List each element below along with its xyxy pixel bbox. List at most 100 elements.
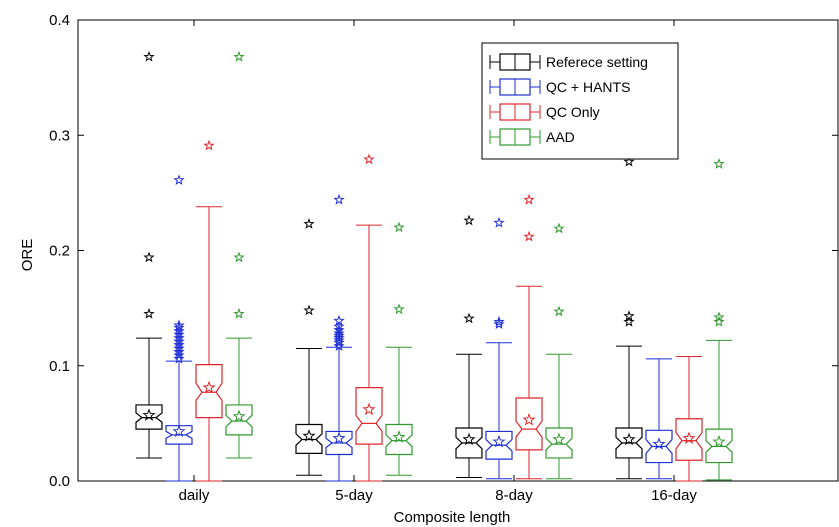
mean-marker <box>142 408 156 421</box>
box-body <box>615 427 643 459</box>
box-body <box>515 397 543 451</box>
plot-frame <box>77 19 839 482</box>
outlier-marker <box>173 174 185 185</box>
outlier-marker <box>623 310 635 321</box>
legend-label: AAD <box>546 129 575 145</box>
legend: Referece setting QC + HANTS QC Only AAD <box>481 42 679 160</box>
outlier-marker <box>393 303 405 315</box>
outlier-marker <box>363 153 375 165</box>
outlier-marker <box>553 222 565 234</box>
box-body <box>485 430 513 460</box>
box-body <box>545 427 573 459</box>
legend-item-0: Referece setting <box>489 53 648 71</box>
box-0-0 <box>135 50 163 459</box>
box-0-3 <box>615 155 643 480</box>
legend-item-1: QC + HANTS <box>489 78 630 96</box>
mean-marker <box>332 431 346 444</box>
box-2-0 <box>195 139 223 482</box>
box-body <box>295 423 323 454</box>
outlier-marker <box>233 50 245 62</box>
box-body <box>675 418 703 461</box>
legend-item-3: AAD <box>489 128 575 146</box>
box-body <box>385 423 413 456</box>
mean-marker <box>392 430 406 443</box>
outlier-marker <box>233 251 245 263</box>
outlier-marker <box>173 345 185 357</box>
outlier-marker <box>713 158 725 169</box>
y-axis-title: ORE <box>19 239 36 272</box>
outlier-marker <box>203 139 215 151</box>
legend-label: Referece setting <box>546 54 648 70</box>
mean-marker <box>462 432 476 446</box>
outlier-marker <box>303 218 315 229</box>
y-tick-label: 0.3 <box>49 127 70 144</box>
mean-marker <box>712 434 726 448</box>
outlier-marker <box>143 307 155 319</box>
mean-marker <box>682 431 696 444</box>
box-1-0 <box>165 174 193 482</box>
x-axis-title: Composite length <box>394 509 511 526</box>
box-body <box>195 363 223 419</box>
outlier-marker <box>333 334 345 346</box>
outlier-marker <box>143 50 155 62</box>
outlier-marker <box>493 316 505 327</box>
outlier-marker <box>523 230 535 242</box>
box-body <box>165 425 193 445</box>
outlier-marker <box>173 328 185 340</box>
box-body <box>325 430 353 456</box>
y-tick-label: 0.2 <box>49 243 70 260</box>
outlier-marker <box>713 316 725 327</box>
outlier-marker <box>493 318 505 330</box>
box-3-2 <box>545 222 573 480</box>
outlier-marker <box>493 216 505 228</box>
x-tick-label: 5-day <box>335 487 373 504</box>
box-2-2 <box>515 193 543 480</box>
box-0-1 <box>295 218 323 476</box>
mean-marker <box>522 412 536 426</box>
box-3-0 <box>225 50 253 459</box>
outlier-marker <box>333 336 345 348</box>
box-body <box>225 404 253 436</box>
mean-marker <box>492 434 506 448</box>
plot-area <box>77 19 839 482</box>
mean-marker <box>232 409 246 423</box>
x-tick-label: daily <box>179 487 210 504</box>
outlier-marker <box>233 307 245 319</box>
y-tick-label: 0.1 <box>49 358 70 375</box>
mean-marker <box>302 429 316 442</box>
outlier-marker <box>623 155 635 167</box>
outlier-marker <box>393 221 405 233</box>
mean-marker <box>622 432 636 446</box>
outlier-marker <box>173 339 185 350</box>
outlier-marker <box>333 314 345 326</box>
outlier-marker <box>173 332 185 343</box>
box-1-1 <box>325 193 353 482</box>
box-2-1 <box>355 153 383 482</box>
outlier-marker <box>713 311 725 323</box>
outlier-marker <box>173 321 185 333</box>
legend-item-2: QC Only <box>489 103 600 121</box>
box-2-3 <box>675 356 703 482</box>
mean-marker <box>362 402 376 416</box>
box-body <box>355 387 383 445</box>
x-axis: daily 5-day 8-day 16-day <box>179 20 697 504</box>
outlier-marker <box>143 251 155 263</box>
y-axis: 0.0 0.1 0.2 0.3 0.4 <box>49 12 838 490</box>
outlier-marker <box>173 335 185 347</box>
box-body <box>455 427 483 459</box>
outlier-marker <box>173 319 185 331</box>
box-body <box>705 428 733 464</box>
outlier-marker <box>333 324 345 335</box>
outlier-marker <box>173 342 185 354</box>
legend-label: QC Only <box>546 104 600 120</box>
outlier-marker <box>173 349 185 361</box>
outlier-marker <box>333 332 345 343</box>
outlier-marker <box>173 352 185 364</box>
y-tick-label: 0.4 <box>49 12 70 29</box>
mean-marker <box>552 432 566 446</box>
box-body <box>645 429 673 464</box>
outlier-marker <box>523 193 535 205</box>
box-0-2 <box>455 214 483 479</box>
outlier-marker <box>463 312 475 324</box>
